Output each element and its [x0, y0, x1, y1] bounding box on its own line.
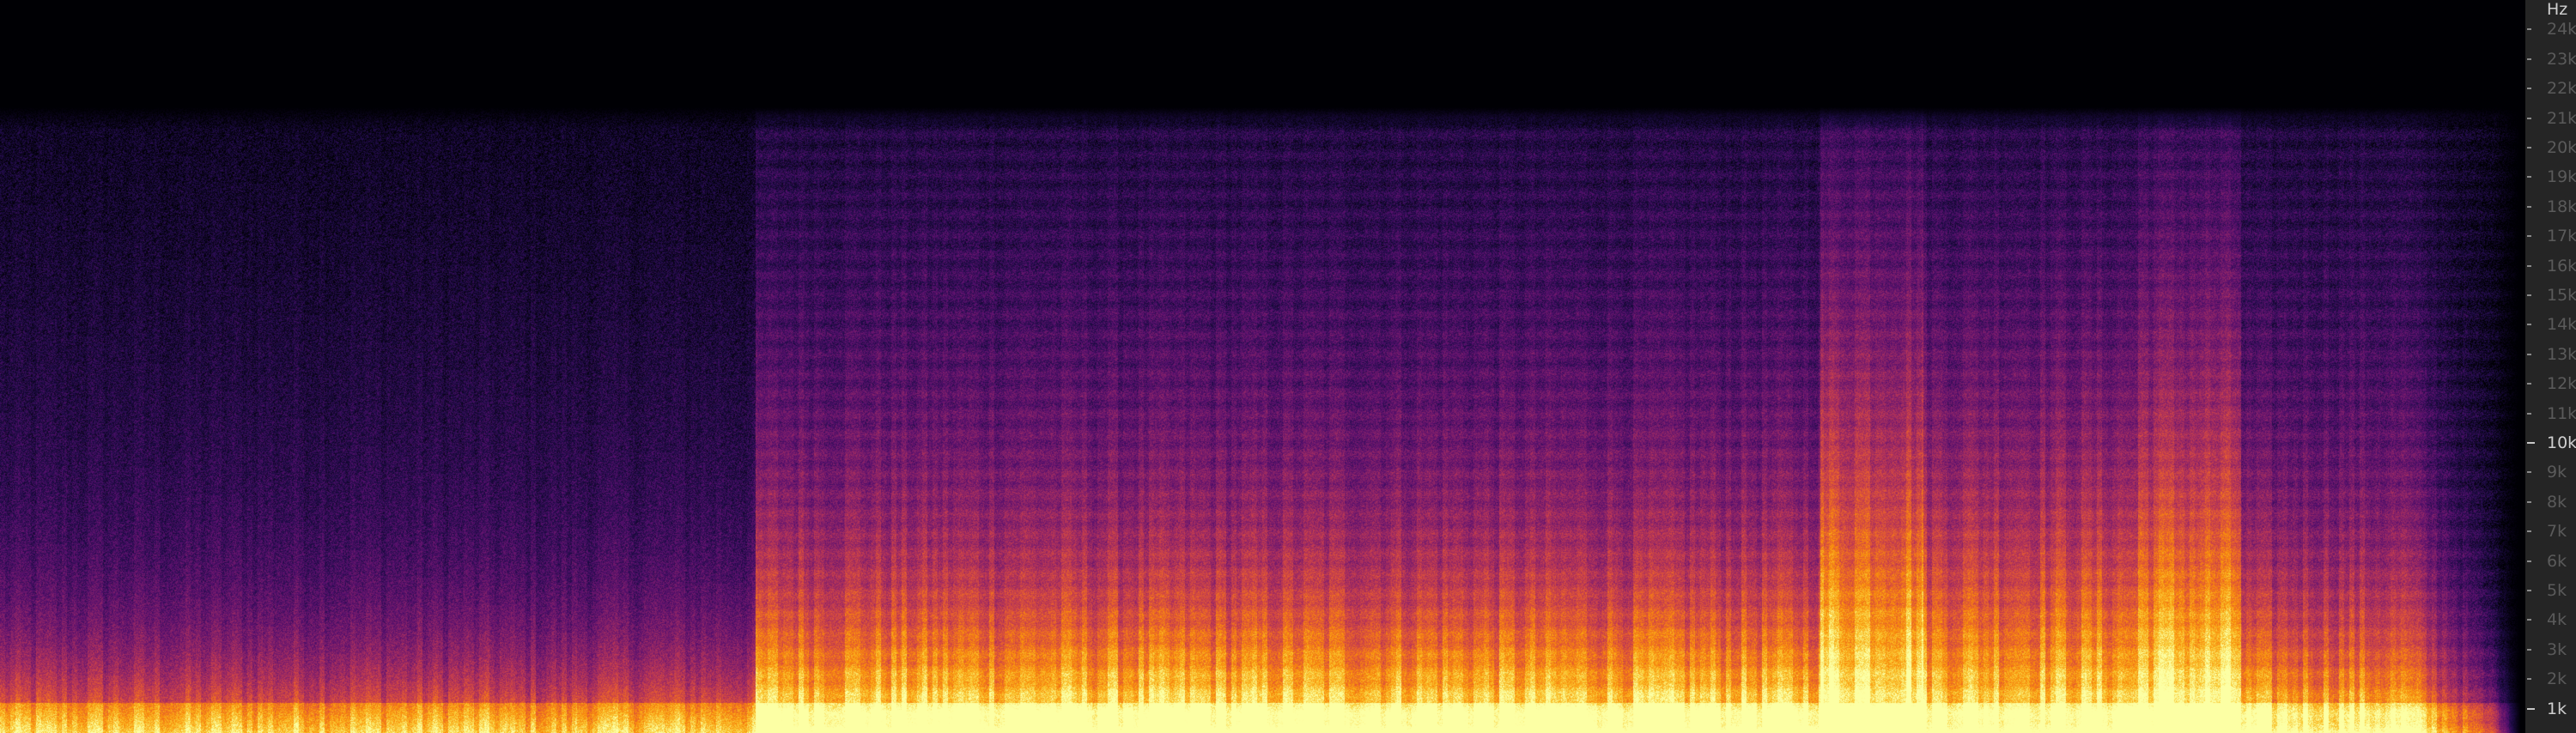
y-tick-label: 4k	[2547, 610, 2567, 630]
y-tick-label: 21k	[2547, 108, 2576, 128]
y-tick-label: 22k	[2547, 79, 2576, 99]
y-tick-label: 7k	[2547, 522, 2567, 542]
y-tick-mark	[2527, 619, 2531, 621]
y-tick-label: 23k	[2547, 49, 2576, 69]
y-tick-label: 15k	[2547, 286, 2576, 305]
y-tick-mark	[2527, 383, 2531, 385]
y-tick-mark	[2527, 88, 2531, 90]
y-tick-mark	[2527, 117, 2531, 119]
y-tick-mark	[2527, 590, 2531, 591]
frequency-axis: Hz 24k 23k 22k 21k 20k 19k 18k 17k 16k 15k 14k 13k 1…	[2525, 0, 2576, 733]
axis-unit-label: Hz	[2547, 0, 2568, 19]
y-tick-mark	[2527, 707, 2535, 710]
y-tick-label: 10k	[2547, 433, 2576, 452]
y-tick-mark	[2527, 324, 2531, 326]
y-tick-label: 14k	[2547, 315, 2576, 335]
y-tick-mark	[2527, 264, 2531, 267]
y-tick-label: 8k	[2547, 492, 2567, 512]
y-tick-mark	[2527, 205, 2531, 208]
y-tick-label: 11k	[2547, 403, 2576, 423]
y-tick-label: 19k	[2547, 167, 2576, 187]
y-tick-label: 18k	[2547, 197, 2576, 216]
y-tick-mark	[2527, 442, 2535, 444]
y-tick-mark	[2527, 176, 2531, 179]
y-tick-label: 20k	[2547, 138, 2576, 157]
y-tick-mark	[2527, 412, 2531, 415]
y-tick-label: 3k	[2547, 639, 2567, 659]
y-tick-label: 5k	[2547, 581, 2567, 600]
y-tick-label: 17k	[2547, 227, 2576, 246]
y-tick-label: 16k	[2547, 256, 2576, 276]
y-tick-mark	[2527, 678, 2531, 681]
y-tick-mark	[2527, 147, 2531, 148]
y-tick-label: 6k	[2547, 551, 2567, 571]
y-tick-mark	[2527, 294, 2531, 296]
y-tick-label: 9k	[2547, 463, 2567, 482]
y-tick-mark	[2527, 471, 2531, 474]
y-tick-label: 2k	[2547, 669, 2567, 689]
y-tick-mark	[2527, 648, 2531, 651]
y-tick-mark	[2527, 530, 2531, 533]
y-tick-mark	[2527, 500, 2531, 503]
y-tick-label: 24k	[2547, 20, 2576, 39]
y-tick-mark	[2527, 58, 2531, 60]
y-tick-mark	[2527, 235, 2531, 238]
y-tick-mark	[2527, 353, 2531, 355]
y-tick-label: 1k	[2547, 699, 2567, 718]
y-tick-label: 12k	[2547, 374, 2576, 394]
y-tick-mark	[2527, 560, 2531, 562]
y-tick-label: 13k	[2547, 344, 2576, 364]
y-tick-mark	[2527, 28, 2531, 31]
